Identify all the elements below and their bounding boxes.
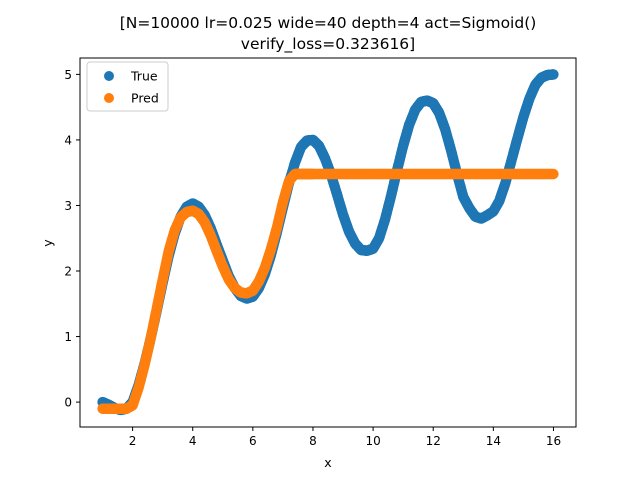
- legend: True Pred: [86, 61, 169, 112]
- y-tick-label: 0: [64, 396, 72, 410]
- chart-title-line-1: [N=10000 lr=0.025 wide=40 depth=4 act=Si…: [120, 14, 537, 32]
- plot-points: [97, 69, 559, 416]
- data-point: [548, 168, 559, 180]
- series-pred: [97, 168, 559, 414]
- y-tick-label: 4: [64, 133, 72, 147]
- legend-marker-pred: [104, 93, 114, 103]
- x-tick-label: 12: [426, 434, 441, 448]
- y-axis-label: y: [40, 239, 55, 247]
- legend-label-true: True: [130, 69, 158, 84]
- x-axis-label: x: [324, 455, 331, 470]
- x-tick-label: 4: [189, 434, 197, 448]
- legend-label-pred: Pred: [131, 91, 159, 106]
- y-tick-label: 3: [64, 199, 72, 213]
- x-tick-label: 14: [486, 434, 501, 448]
- data-point: [548, 69, 559, 80]
- y-tick-label: 2: [64, 265, 72, 279]
- legend-marker-true: [104, 71, 114, 81]
- x-tick-label: 2: [129, 434, 137, 448]
- x-tick-label: 8: [309, 434, 317, 448]
- axes-frame: [79, 57, 577, 428]
- x-tick-label: 10: [365, 434, 380, 448]
- x-tick-label: 16: [546, 434, 561, 448]
- y-tick-label: 5: [64, 68, 72, 82]
- x-tick-label: 6: [249, 434, 257, 448]
- chart-title-line-2: verify_loss=0.323616]: [241, 35, 415, 54]
- y-tick-label: 1: [64, 330, 72, 344]
